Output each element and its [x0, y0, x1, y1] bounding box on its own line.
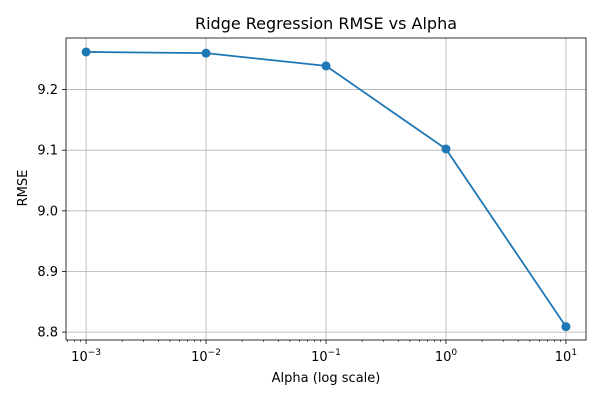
x-tick-label: 101 [555, 348, 577, 365]
x-tick-label: 10−3 [71, 348, 101, 365]
data-point [441, 144, 451, 154]
y-tick-label: 8.9 [37, 265, 58, 280]
grid-lines [66, 38, 586, 340]
x-tick-label: 10−1 [311, 348, 341, 365]
x-tick-label: 100 [435, 348, 458, 365]
x-tick-label: 10−2 [191, 348, 221, 365]
data-point [81, 47, 91, 57]
data-point [321, 61, 331, 71]
y-axis-label: RMSE [16, 170, 31, 207]
y-tick-label: 9.2 [37, 83, 58, 98]
x-axis-label: Alpha (log scale) [272, 371, 381, 386]
y-tick-label: 8.8 [37, 326, 58, 341]
y-tick-label: 9.1 [37, 144, 58, 159]
data-point [561, 322, 571, 332]
y-tick-label: 9.0 [37, 204, 58, 219]
data-point [201, 48, 211, 58]
chart-title: Ridge Regression RMSE vs Alpha [195, 14, 457, 33]
ticks: 10−3 10−2 10−1 100 101 8.8 8.9 9.0 9.1 9.2 [37, 83, 577, 365]
series-layer [81, 47, 571, 332]
